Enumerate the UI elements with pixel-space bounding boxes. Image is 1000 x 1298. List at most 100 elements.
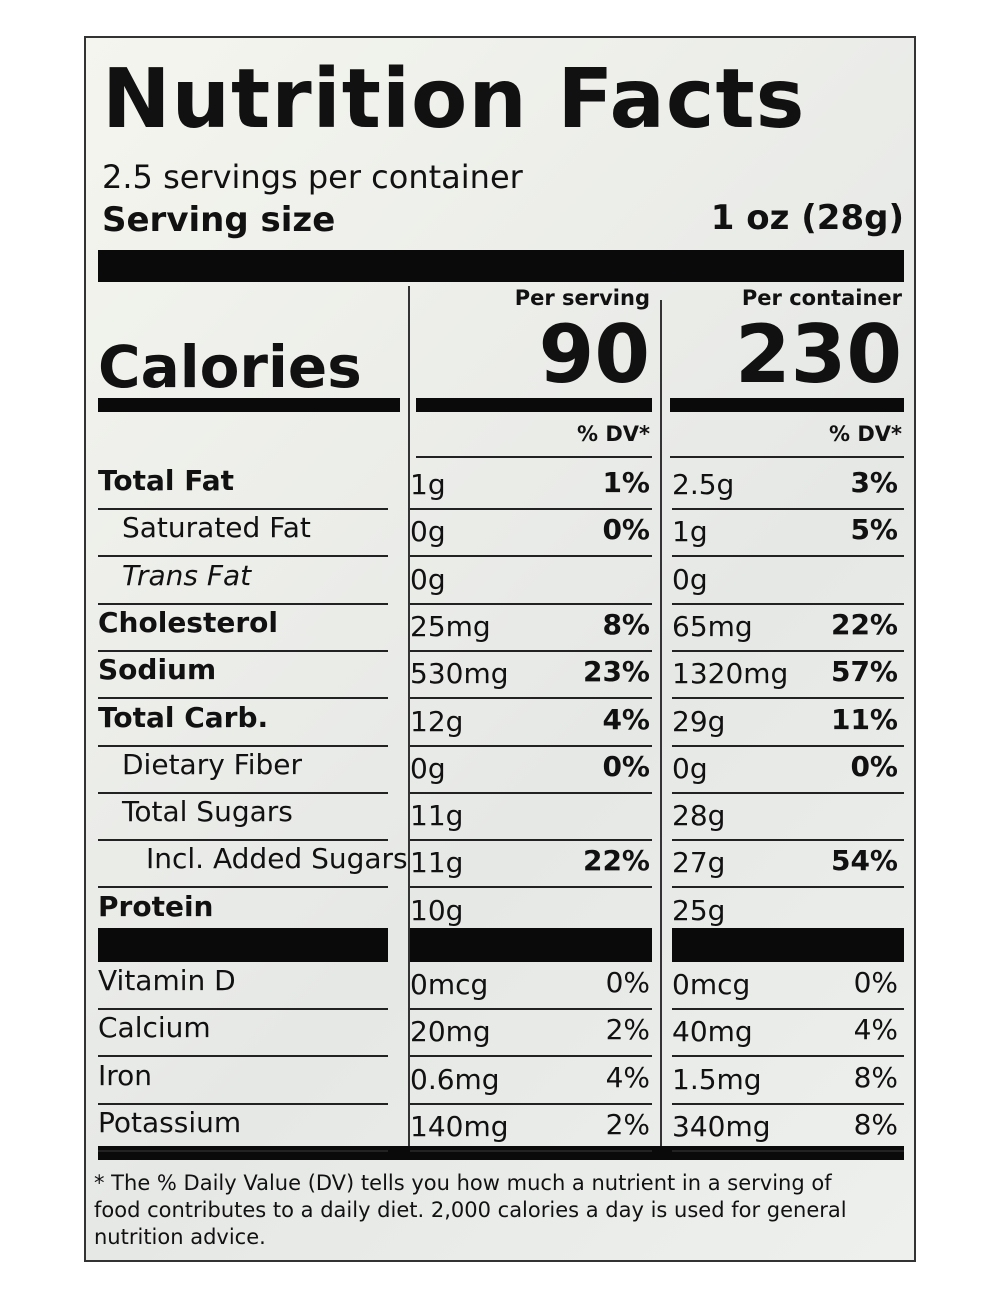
per-serving-label: Per serving: [514, 286, 650, 310]
amount-per-serving: 0g: [410, 515, 446, 549]
amount-per-serving: 1g: [410, 468, 446, 501]
amount-per-container: 1.5mg: [672, 1062, 762, 1096]
amount-per-serving: 0g: [410, 751, 446, 785]
rule: [672, 697, 904, 700]
amount-per-serving: 11g: [410, 799, 464, 833]
dv-per-serving: 4%: [605, 1060, 650, 1094]
rule: [410, 1149, 652, 1152]
amount-per-serving: 10g: [410, 893, 464, 927]
dv-per-container: 22%: [830, 607, 898, 641]
rule: [98, 602, 388, 605]
rule: [98, 791, 388, 794]
amount-per-container: 40mg: [672, 1015, 753, 1049]
dv-per-serving: 4%: [602, 702, 650, 736]
rule: [410, 744, 652, 747]
dv-per-container: 5%: [850, 513, 898, 547]
dv-per-serving: 23%: [582, 655, 650, 689]
amount-per-serving: 530mg: [410, 657, 509, 691]
nutrient-name: Calcium: [98, 1011, 211, 1045]
rule: [672, 839, 904, 842]
dv-per-container: 4%: [853, 1013, 898, 1047]
calories-per-container: 230: [735, 308, 902, 401]
dv-per-serving: 8%: [602, 607, 650, 641]
rule: [672, 602, 904, 605]
rule: [98, 1102, 388, 1105]
rule: [410, 697, 652, 700]
amount-per-serving: 11g: [410, 846, 464, 880]
amount-per-container: 1g: [672, 515, 708, 549]
amount-per-serving: 140mg: [410, 1109, 509, 1143]
amount-per-serving: 0.6mg: [410, 1062, 500, 1096]
rule: [410, 602, 652, 605]
rule: [98, 1149, 388, 1152]
rule: [670, 456, 904, 458]
rule: [672, 1149, 904, 1152]
nutrient-name: Saturated Fat: [122, 511, 311, 545]
nutrient-name: Trans Fat: [122, 558, 252, 592]
nutrient-name: Total Sugars: [122, 795, 293, 829]
rule: [410, 791, 652, 794]
amount-per-container: 29g: [672, 704, 726, 738]
nutrient-name: Incl. Added Sugars: [146, 842, 408, 876]
title: Nutrition Facts: [102, 52, 806, 147]
footnote: * The % Daily Value (DV) tells you how m…: [94, 1171, 847, 1249]
nutrient-name: Vitamin D: [98, 964, 236, 997]
rule: [410, 508, 652, 510]
dv-per-container: 0%: [850, 749, 898, 783]
rule: [98, 744, 388, 747]
servings-per-container: 2.5 servings per container: [102, 158, 523, 196]
rule: [672, 508, 904, 510]
dv-per-container: 8%: [853, 1107, 898, 1141]
thick-rule: [98, 1146, 904, 1160]
rule: [98, 1055, 388, 1058]
amount-per-container: 0g: [672, 562, 708, 596]
dv-per-container: 3%: [850, 466, 898, 499]
dv-per-container: 8%: [853, 1060, 898, 1094]
separator-bar: [410, 928, 652, 962]
rule: [98, 1008, 388, 1010]
thick-rule: [98, 250, 904, 282]
rule: [672, 1008, 904, 1010]
amount-per-container: 27g: [672, 846, 726, 880]
rule: [98, 839, 388, 842]
dv-per-serving: 1%: [602, 466, 650, 499]
dv-per-container: 11%: [830, 702, 898, 736]
amount-per-serving: 12g: [410, 704, 464, 738]
amount-per-container: 0g: [672, 751, 708, 785]
dv-per-container: 54%: [830, 844, 898, 878]
calories-rule: [416, 398, 652, 412]
nutrient-name: Total Carb.: [98, 700, 269, 734]
rule: [672, 1102, 904, 1105]
dv-per-serving: 0%: [602, 513, 650, 547]
amount-per-serving: 0g: [410, 562, 446, 596]
dv-per-serving: 0%: [602, 749, 650, 783]
per-container-label: Per container: [741, 286, 902, 310]
rule: [98, 555, 388, 558]
dv-header: % DV*: [576, 422, 650, 446]
rule: [98, 508, 388, 510]
dv-per-serving: 2%: [605, 1107, 650, 1141]
nutrient-name: Cholesterol: [98, 605, 278, 639]
amount-per-container: 65mg: [672, 609, 753, 643]
rule: [672, 791, 904, 794]
dv-per-serving: 2%: [605, 1013, 650, 1047]
nutrient-name: Potassium: [98, 1105, 242, 1139]
rule: [410, 1102, 652, 1105]
rule: [672, 649, 904, 652]
column-divider: [408, 286, 410, 1146]
dv-per-serving: 0%: [605, 966, 650, 999]
calories-per-serving: 90: [538, 308, 650, 401]
rule: [410, 555, 652, 558]
dv-per-container: 0%: [853, 966, 898, 999]
calories-rule: [670, 398, 904, 412]
amount-per-container: 25g: [672, 893, 726, 927]
amount-per-serving: 20mg: [410, 1015, 491, 1049]
calories-label: Calories: [98, 333, 362, 401]
calories-rule: [98, 398, 400, 412]
rule: [672, 744, 904, 747]
rule: [672, 886, 904, 889]
serving-size-value: 1 oz (28g): [710, 198, 904, 238]
amount-per-container: 340mg: [672, 1109, 771, 1143]
amount-per-container: 2.5g: [672, 468, 735, 501]
nutrition-label: Nutrition Facts 2.5 servings per contain…: [84, 36, 916, 1262]
